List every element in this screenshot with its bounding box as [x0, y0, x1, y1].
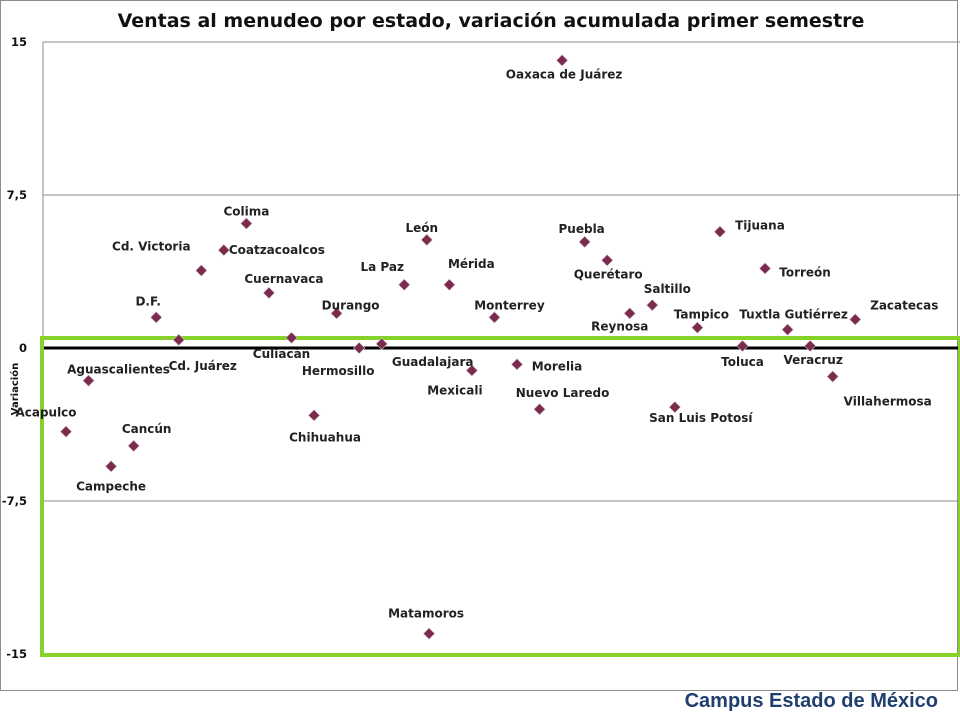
- y-axis-label: Variación: [9, 363, 21, 415]
- data-point: [59, 425, 73, 438]
- data-point: [623, 307, 636, 320]
- data-point: [262, 286, 276, 300]
- point-label: Coatzacoalcos: [229, 243, 325, 257]
- data-point: [804, 339, 817, 353]
- data-point: [172, 333, 185, 346]
- data-point: [691, 321, 704, 334]
- data-point: [420, 233, 433, 246]
- highlight-box: [40, 336, 960, 657]
- data-point: [781, 323, 794, 336]
- data-point: [826, 370, 839, 383]
- data-point: [488, 311, 501, 324]
- data-point: [307, 409, 321, 422]
- point-label: Mérida: [448, 257, 495, 271]
- point-label: León: [406, 221, 439, 235]
- data-point: [758, 262, 772, 275]
- data-point: [578, 235, 591, 249]
- point-label: Veracruz: [783, 353, 842, 367]
- scatter-chart: Ventas al menudeo por estado, variación …: [2, 10, 960, 661]
- point-label: Mexicali: [427, 383, 482, 397]
- data-point: [713, 225, 727, 238]
- y-tick-label: 15: [11, 35, 27, 49]
- point-label: Oaxaca de Juárez: [506, 67, 623, 81]
- brand-footer: Campus Estado de México: [684, 690, 938, 712]
- data-point: [127, 439, 140, 453]
- point-label: Durango: [322, 298, 380, 312]
- point-label: Cd. Victoria: [112, 239, 191, 253]
- y-tick-label: 0: [19, 341, 27, 355]
- data-point: [353, 341, 366, 355]
- data-point: [195, 264, 208, 277]
- data-point: [736, 339, 749, 353]
- point-label: Villahermosa: [844, 395, 932, 409]
- point-labels: Acapulco Aguascalientes Campeche Cancún D.F.…: [15, 67, 938, 620]
- data-points: [59, 54, 862, 640]
- point-label: Reynosa: [591, 319, 648, 333]
- point-label: Chihuahua: [289, 430, 361, 444]
- point-label: Tijuana: [735, 219, 785, 233]
- point-label: Aguascalientes: [67, 363, 170, 377]
- point-label: Matamoros: [388, 607, 464, 621]
- data-point: [398, 278, 411, 291]
- gridlines: [42, 41, 960, 655]
- data-point: [217, 243, 230, 257]
- point-label: Querétaro: [574, 267, 643, 281]
- data-point: [422, 627, 436, 640]
- data-point: [240, 217, 253, 230]
- point-label: La Paz: [361, 260, 404, 274]
- data-point: [150, 311, 163, 324]
- point-label: Tampico: [674, 308, 729, 322]
- y-tick-labels: 15 7,5 0 -7,5 -15: [2, 35, 27, 661]
- point-label: Hermosillo: [302, 364, 375, 378]
- point-label: Tuxtla Gutiérrez: [739, 308, 848, 322]
- point-label: Campeche: [76, 479, 146, 493]
- point-label: Torreón: [779, 265, 831, 279]
- data-point: [646, 299, 659, 312]
- data-point: [443, 278, 456, 291]
- data-point: [533, 403, 546, 416]
- point-label: Colima: [223, 205, 269, 219]
- data-point: [849, 313, 862, 326]
- data-point: [601, 254, 614, 267]
- data-point: [668, 401, 681, 414]
- y-tick-label: 7,5: [7, 188, 27, 202]
- point-label: San Luis Potosí: [649, 411, 753, 425]
- chart-title: Ventas al menudeo por estado, variación …: [118, 10, 865, 32]
- data-point: [285, 331, 298, 344]
- point-label: Monterrey: [474, 298, 545, 312]
- point-label: Culiacán: [253, 347, 310, 361]
- data-point: [556, 54, 569, 67]
- chart-frame: Ventas al menudeo por estado, variación …: [0, 0, 960, 691]
- point-label: Cancún: [122, 422, 172, 436]
- point-label: Nuevo Laredo: [516, 386, 610, 400]
- point-label: Guadalajara: [392, 355, 474, 369]
- data-point: [465, 364, 478, 377]
- data-point: [375, 337, 388, 351]
- point-label: Acapulco: [15, 406, 76, 420]
- data-point: [510, 358, 524, 371]
- point-label: Morelia: [532, 359, 583, 373]
- y-tick-label: -7,5: [2, 494, 27, 508]
- point-label: Cuernavaca: [244, 272, 323, 286]
- point-label: Toluca: [721, 355, 764, 369]
- point-label: D.F.: [135, 294, 161, 308]
- point-label: Saltillo: [644, 282, 691, 296]
- point-label: Puebla: [559, 222, 605, 236]
- point-label: Zacatecas: [870, 298, 938, 312]
- data-point: [105, 460, 118, 473]
- data-point: [82, 374, 95, 387]
- point-label: Cd. Juárez: [169, 359, 237, 373]
- y-tick-label: -15: [6, 647, 27, 661]
- data-point: [330, 307, 343, 320]
